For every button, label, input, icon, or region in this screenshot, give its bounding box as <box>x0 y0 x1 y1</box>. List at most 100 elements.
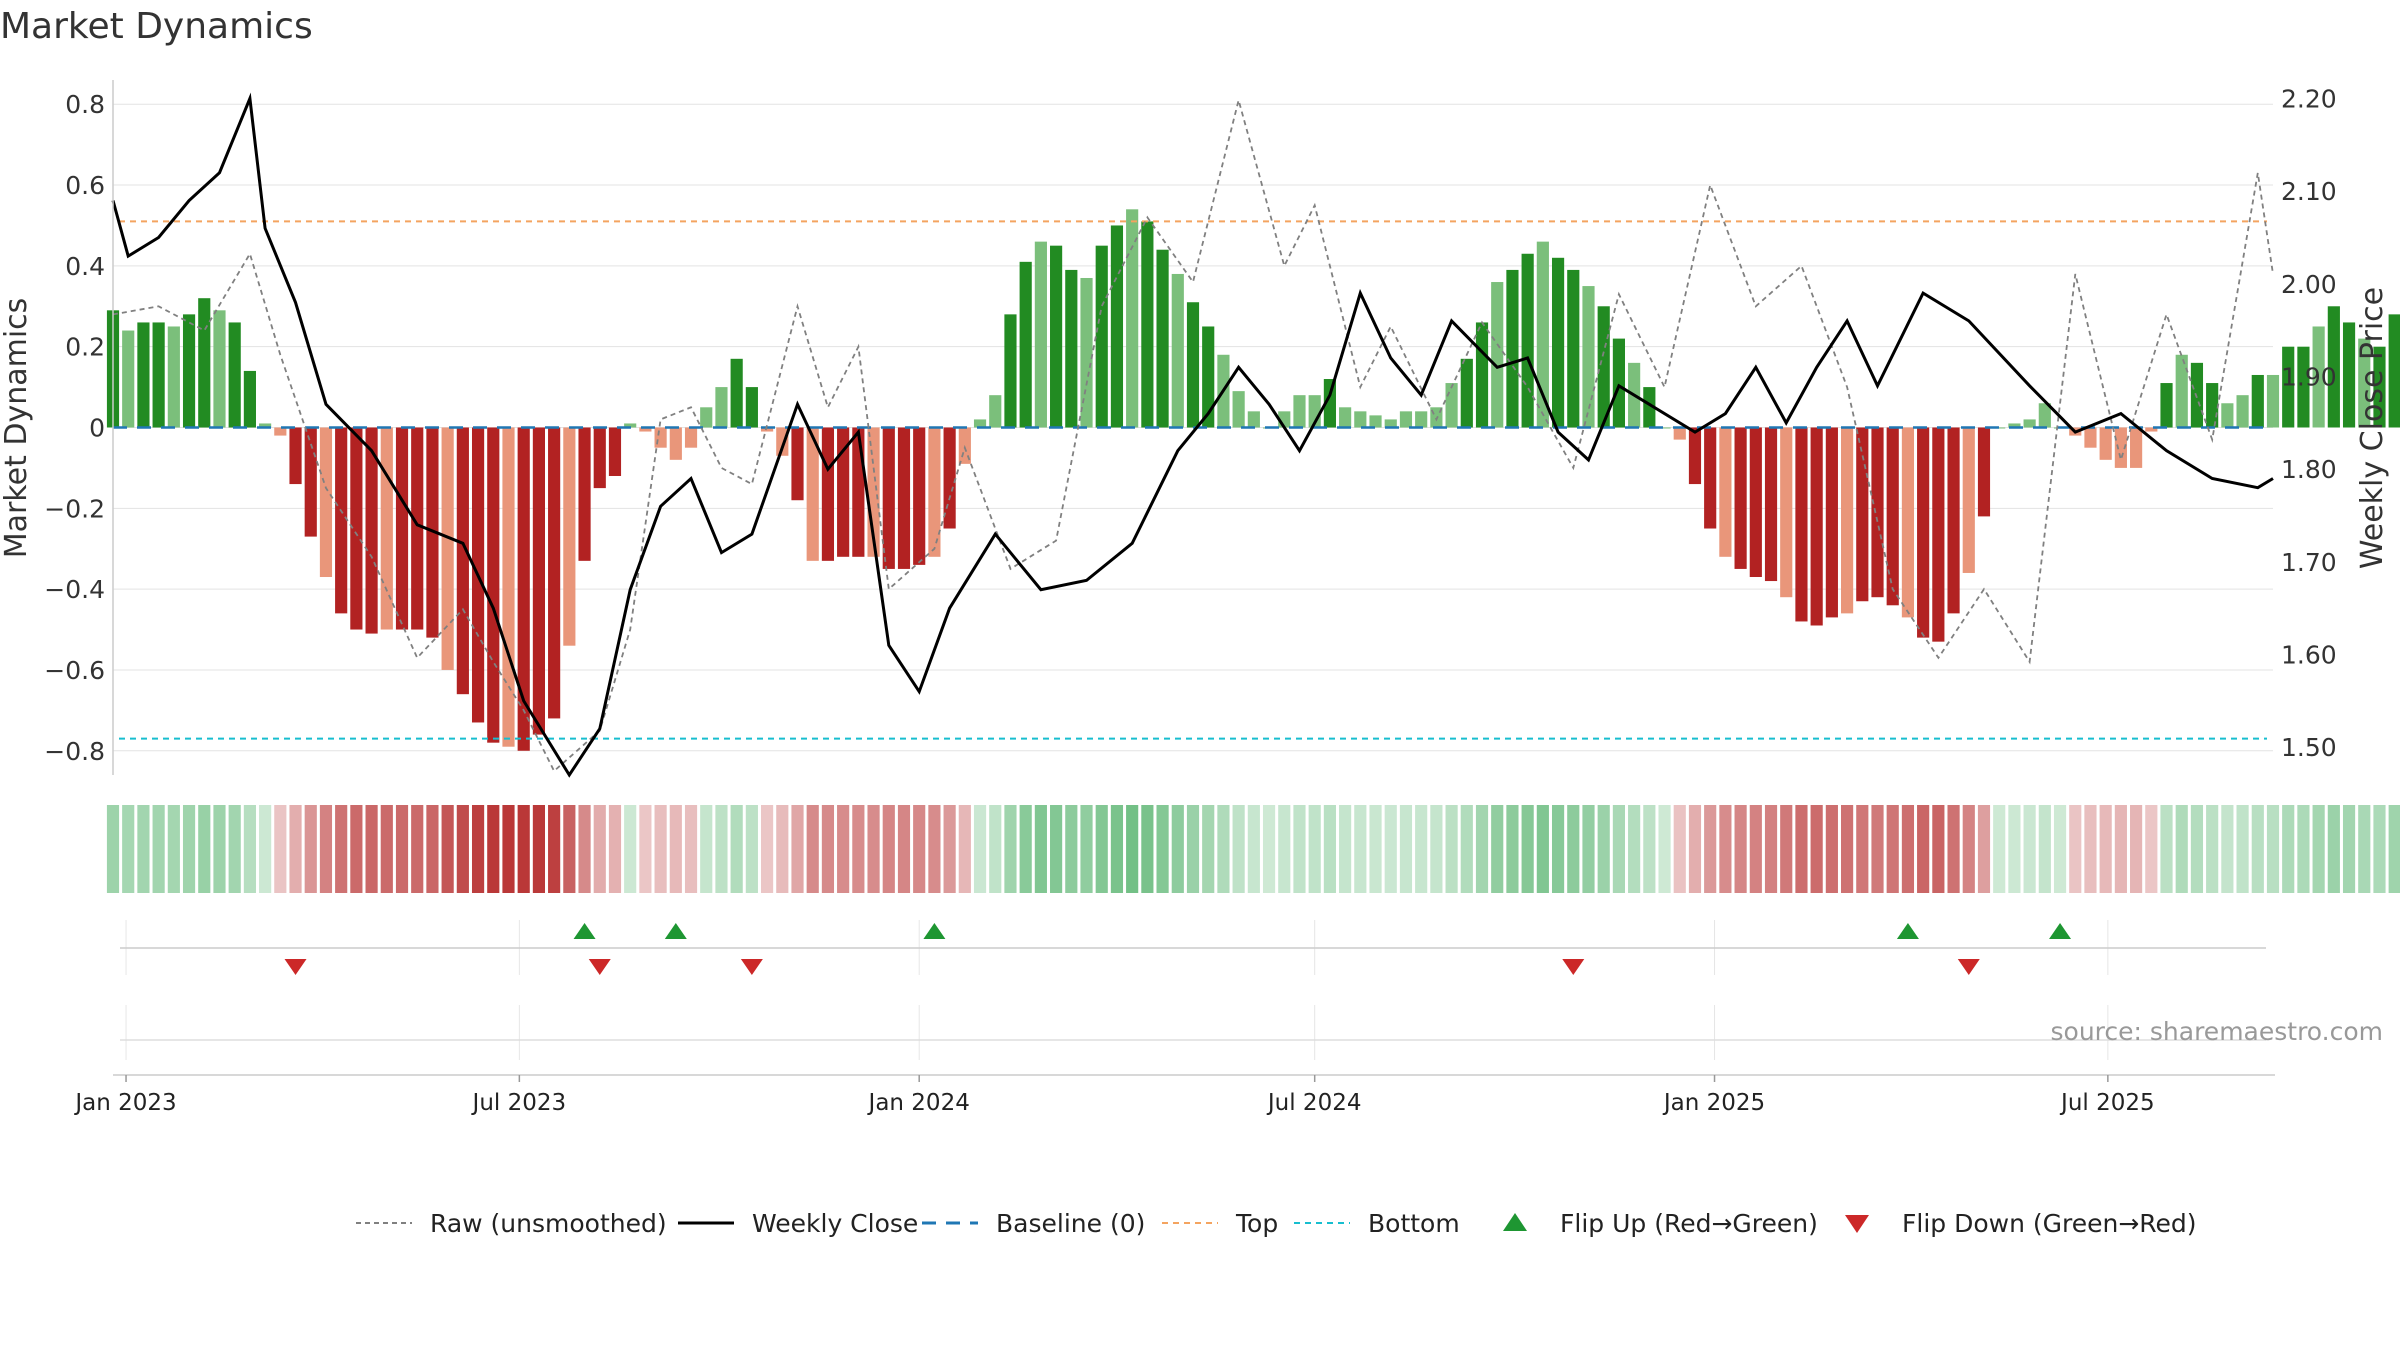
left-tick-label: −0.2 <box>44 494 105 523</box>
bar-negative <box>913 427 926 565</box>
regime-cell <box>122 805 135 893</box>
regime-cell <box>487 805 500 893</box>
right-tick-label: 1.50 <box>2281 733 2337 762</box>
regime-cell <box>1019 805 1032 893</box>
weekly-close-line <box>111 92 2274 778</box>
regime-cell <box>1658 805 1671 893</box>
left-tick-label: 0.2 <box>65 333 105 362</box>
regime-cell <box>1795 805 1808 893</box>
bar-positive <box>2190 362 2204 428</box>
regime-cell <box>1110 805 1124 893</box>
bar-negative <box>1825 427 1838 618</box>
regime-cell <box>928 805 941 893</box>
regime-cell <box>1612 805 1625 893</box>
bar-negative <box>365 427 378 634</box>
flip-down-marker <box>1957 959 1980 975</box>
bar-negative <box>684 427 698 448</box>
bar-negative <box>487 427 500 743</box>
regime-cell <box>2282 805 2295 893</box>
bar-positive <box>1612 338 1625 428</box>
bar-negative <box>1886 427 1899 606</box>
regime-cell <box>1460 805 1473 893</box>
regime-cell <box>1339 805 1352 893</box>
bar-positive <box>213 310 226 428</box>
bar-positive <box>730 358 743 428</box>
bar-positive <box>1551 257 1565 428</box>
regime-cell <box>502 805 515 893</box>
regime-cell <box>1993 805 2006 893</box>
regime-cell <box>1780 805 1793 893</box>
regime-cell <box>2312 805 2325 893</box>
right-tick-label: 1.90 <box>2281 363 2337 392</box>
regime-cell <box>761 805 774 893</box>
regime-cell <box>243 805 256 893</box>
regime-cell <box>2358 805 2371 893</box>
bar-positive <box>1567 269 1580 428</box>
regime-cell <box>2206 805 2219 893</box>
bar-positive <box>1019 261 1032 428</box>
bar-negative <box>806 427 819 561</box>
bar-positive <box>198 298 211 428</box>
regime-cell <box>2084 805 2097 893</box>
bar-negative <box>1780 427 1793 598</box>
regime-cell <box>532 805 545 893</box>
regime-cell <box>2160 805 2173 893</box>
regime-cell <box>1415 805 1428 893</box>
regime-cell <box>1141 805 1154 893</box>
bar-positive <box>1323 379 1336 428</box>
regime-cell <box>608 805 622 893</box>
bar-positive <box>1475 322 1489 428</box>
regime-cell <box>2099 805 2112 893</box>
bar-positive <box>1293 395 1306 428</box>
bar-positive <box>2236 395 2249 428</box>
bar-negative <box>761 427 774 432</box>
regime-cell <box>1567 805 1580 893</box>
regime-cell <box>198 805 211 893</box>
source-credit: source: sharemaestro.com <box>2051 1017 2384 1046</box>
regime-cell <box>1886 805 1899 893</box>
regime-cell <box>106 805 120 893</box>
bar-negative <box>639 427 652 432</box>
regime-cell <box>1932 805 1945 893</box>
regime-cell <box>1095 805 1108 893</box>
bar-positive <box>259 423 272 428</box>
flip-down-marker <box>588 959 611 975</box>
bar-positive <box>2358 338 2371 428</box>
regime-cell <box>2190 805 2204 893</box>
regime-cell <box>2266 805 2280 893</box>
regime-cell <box>289 805 302 893</box>
bar-positive <box>1536 241 1549 428</box>
flip-down-marker <box>740 959 763 975</box>
bar-negative <box>2084 427 2097 448</box>
bar-negative <box>2099 427 2112 460</box>
legend-swatch-flip-up <box>1503 1213 1527 1231</box>
flip-down-marker <box>1562 959 1585 975</box>
bar-positive <box>1643 387 1656 428</box>
bar-positive <box>243 370 256 428</box>
regime-cell <box>2008 805 2021 893</box>
regime-cell <box>1065 805 1078 893</box>
regime-cell <box>411 805 424 893</box>
regime-cell <box>715 805 728 893</box>
legend: Raw (unsmoothed) Weekly Close Baseline (0)… <box>356 1209 2197 1238</box>
regime-cell <box>1871 805 1884 893</box>
regime-cell <box>1445 805 1458 893</box>
regime-cell <box>730 805 743 893</box>
bar-positive <box>1597 306 1610 428</box>
bar-positive <box>2342 322 2356 428</box>
bar-negative <box>350 427 363 630</box>
bar-negative <box>1871 427 1884 598</box>
right-tick-label: 2.00 <box>2281 270 2337 299</box>
left-axis-label: Market Dynamics <box>0 298 34 559</box>
bar-negative <box>1795 427 1808 622</box>
regime-cell <box>1080 805 1093 893</box>
bar-negative <box>2130 427 2143 468</box>
bar-positive <box>1186 302 1200 428</box>
regime-cell <box>684 805 698 893</box>
regime-cell <box>2327 805 2340 893</box>
regime-cell <box>1764 805 1778 893</box>
regime-cell <box>426 805 439 893</box>
bar-positive <box>1445 383 1458 428</box>
regime-cell <box>1749 805 1762 893</box>
